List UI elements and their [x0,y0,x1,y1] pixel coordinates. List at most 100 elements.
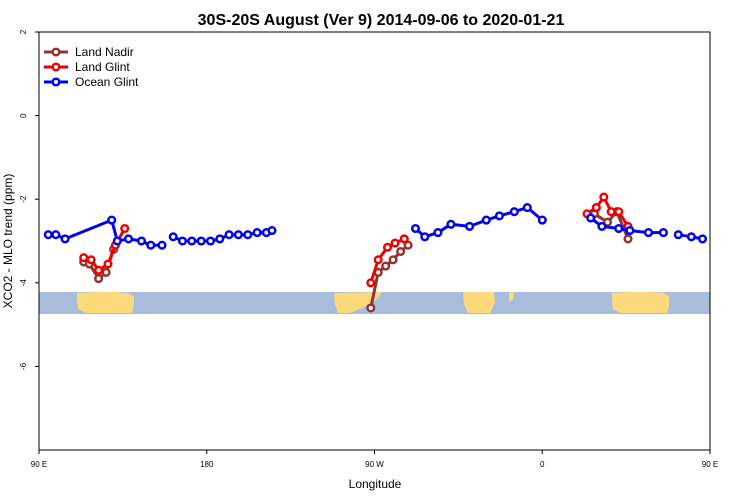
data-point-ocean-glint [215,234,225,244]
data-point-ocean-glint [673,230,683,240]
x-tick-label: 90 E [702,460,718,469]
data-point-ocean-glint [224,230,234,240]
data-point-ocean-glint [625,225,635,236]
series-ocean-glint [43,203,708,250]
data-point-ocean-glint [658,228,668,238]
data-point-ocean-glint [686,232,696,242]
data-point-ocean-glint [107,215,117,225]
y-tick-label: -4 [19,279,28,287]
land-south-america [334,292,382,313]
data-point-land-nadir [403,240,413,250]
data-point-ocean-glint [196,236,206,246]
y-axis-label: XCO2 - MLO trend (ppm) [1,174,15,309]
y-tick-label: -6 [19,362,28,370]
data-point-land-nadir [381,261,391,271]
data-point-ocean-glint [136,236,147,246]
data-point-land-nadir [94,274,104,284]
x-axis: 90 E 180 90 W 0 90 E [31,450,718,469]
data-point-land-nadir [396,246,406,257]
data-point-land-glint [399,234,409,244]
data-point-ocean-glint [494,211,504,221]
data-point-land-glint [94,265,104,275]
data-point-ocean-glint [586,213,596,223]
x-tick-label: 0 [540,460,545,469]
data-point-ocean-glint [146,240,156,250]
data-point-ocean-glint [168,232,178,242]
data-point-land-nadir [366,303,376,313]
series-line-land-nadir [593,210,630,240]
land-madagascar [509,292,514,302]
data-point-ocean-glint [465,221,475,231]
data-point-land-glint [614,207,624,217]
data-point-land-glint [382,242,393,252]
data-point-land-glint [599,192,609,202]
y-tick-label: 2 [19,29,28,34]
x-tick-label: 180 [200,460,214,469]
data-point-land-glint [591,203,601,213]
data-point-land-glint [373,255,383,265]
data-point-ocean-glint [522,203,532,213]
data-point-ocean-glint [410,223,421,234]
data-point-ocean-glint [51,230,61,240]
land-australia-right [612,292,669,313]
data-point-ocean-glint [643,228,654,238]
x-axis-label: Longitude [349,477,402,491]
data-point-land-nadir [623,234,633,244]
data-point-ocean-glint [614,223,624,234]
legend-label: Land Glint [75,60,130,74]
x-tick-label: 90 E [31,460,47,469]
data-point-ocean-glint [157,240,167,250]
data-point-ocean-glint [43,230,53,240]
data-point-land-glint [390,238,400,248]
data-point-ocean-glint [420,232,430,242]
legend-label: Ocean Glint [75,75,139,89]
ocean-band [39,292,710,314]
legend-marker [51,62,61,72]
series-line-ocean-glint [414,206,544,239]
legend-marker [51,77,61,87]
data-point-ocean-glint [177,236,188,246]
y-axis: 2 0 -2 -4 -6 [19,29,39,370]
data-point-ocean-glint [433,228,443,238]
data-point-ocean-glint [697,234,708,244]
data-point-ocean-glint [112,236,122,246]
series-land-glint [79,192,633,288]
data-point-land-nadir [101,267,111,277]
data-point-ocean-glint [252,228,262,238]
data-point-land-glint [606,207,616,217]
data-point-land-glint [366,278,376,288]
data-point-land-nadir [602,217,613,227]
map-strip [39,292,710,314]
data-point-ocean-glint [481,215,491,225]
data-point-ocean-glint [233,230,243,240]
data-point-land-nadir [388,255,398,265]
x-tick-label: 90 W [365,460,384,469]
data-point-land-glint [103,259,113,269]
legend-label: Land Nadir [75,45,134,59]
data-point-ocean-glint [597,221,607,231]
data-point-ocean-glint [446,219,456,229]
data-point-ocean-glint [205,236,216,246]
chart-title: 30S-20S August (Ver 9) 2014-09-06 to 202… [198,12,565,29]
legend-item-land-nadir: Land Nadir [44,45,134,59]
y-tick-label: 0 [19,113,28,118]
data-point-ocean-glint [509,207,519,217]
series-layer [43,192,708,313]
data-point-land-glint [86,255,96,265]
data-point-ocean-glint [187,236,197,246]
land-africa [463,292,495,313]
data-point-ocean-glint [267,225,277,236]
land-australia-left [77,292,134,313]
data-point-ocean-glint [123,234,134,244]
data-point-ocean-glint [243,230,253,240]
data-point-land-glint [79,253,89,263]
legend-item-ocean-glint: Ocean Glint [44,75,139,89]
legend-marker [51,47,61,57]
y-tick-label: -2 [19,195,28,203]
data-point-land-glint [120,223,130,234]
data-point-ocean-glint [60,234,70,244]
legend-item-land-glint: Land Glint [44,60,130,74]
data-point-ocean-glint [537,215,547,225]
